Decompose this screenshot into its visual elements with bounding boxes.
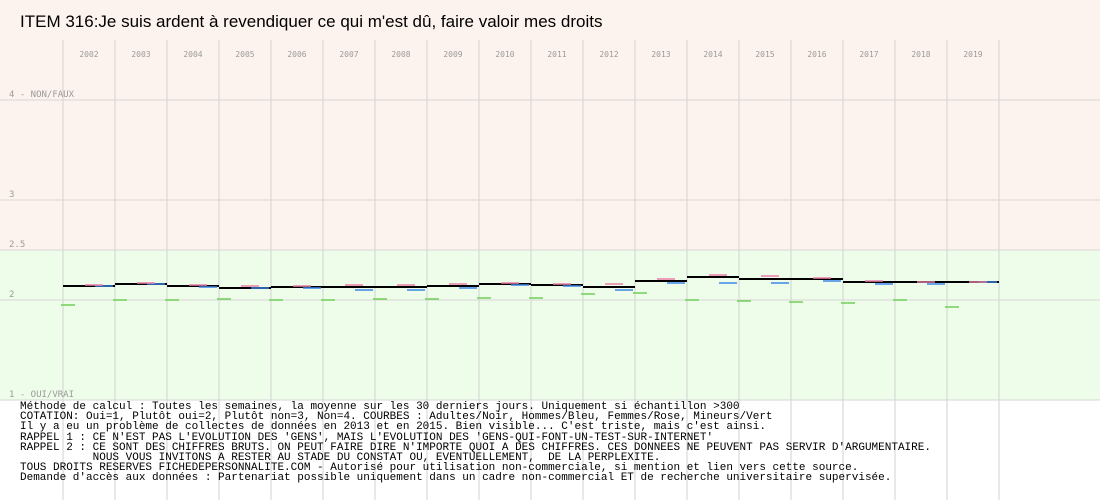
x-tick-label: 2007 <box>339 50 358 59</box>
x-tick-label: 2010 <box>495 50 514 59</box>
x-tick-label: 2015 <box>755 50 774 59</box>
series-marks <box>61 274 999 308</box>
y-tick-labels: 4 - NON/FAUX 3 2.5 2 1 - OUI/VRAI <box>9 90 75 400</box>
x-tick-label: 2017 <box>859 50 878 59</box>
y-tick-label: 2 <box>9 290 14 300</box>
note-line: RAPPEL 1 : CE N'EST PAS L'EVOLUTION DES … <box>20 431 714 444</box>
y-tick-label: 1 - OUI/VRAI <box>9 390 74 400</box>
x-tick-label: 2002 <box>79 50 98 59</box>
background-band <box>0 250 1100 400</box>
note-line: Demande d'accès aux données : Partenaria… <box>20 472 892 485</box>
x-tick-label: 2019 <box>963 50 982 59</box>
x-tick-labels: 2002 2003 2004 2005 2006 2007 2008 2009 2010 2011… <box>79 50 982 59</box>
x-tick-label: 2012 <box>599 50 618 59</box>
note-line: COTATION: Oui=1, Plutôt oui=2, Plutôt no… <box>20 411 773 424</box>
note-line: Méthode de calcul : Toutes les semaines,… <box>20 401 740 413</box>
y-tick-label: 2.5 <box>9 240 25 250</box>
note-line: TOUS DROITS RESERVES FICHEDEPERSONNALITE… <box>20 462 859 475</box>
background-band <box>0 0 1100 100</box>
x-tick-label: 2005 <box>235 50 254 59</box>
note-line: RAPPEL 2 : CE SONT DES CHIFFRES BRUTS. O… <box>20 441 931 454</box>
chart-title: ITEM 316:Je suis ardent à revendiquer ce… <box>20 12 603 31</box>
x-tick-label: 2011 <box>547 50 566 59</box>
x-tick-label: 2013 <box>651 50 670 59</box>
x-tick-label: 2016 <box>807 50 826 59</box>
background-band <box>0 100 1100 250</box>
y-tick-label: 4 - NON/FAUX <box>9 90 75 100</box>
x-tick-label: 2018 <box>911 50 930 59</box>
x-tick-label: 2006 <box>287 50 306 59</box>
x-tick-label: 2014 <box>703 50 722 59</box>
y-tick-label: 3 <box>9 190 14 200</box>
gridlines <box>0 40 1100 500</box>
x-tick-label: 2003 <box>131 50 150 59</box>
x-tick-label: 2008 <box>391 50 410 59</box>
x-tick-label: 2009 <box>443 50 462 59</box>
note-line: NOUS VOUS INVITONS A RESTER AU STADE DU … <box>20 452 661 465</box>
background-bands <box>0 0 1100 400</box>
note-line: Il y a eu un problème de collectes de do… <box>20 421 766 434</box>
notes-block: Méthode de calcul : Toutes les semaines,… <box>20 401 1095 485</box>
x-tick-label: 2004 <box>183 50 202 59</box>
